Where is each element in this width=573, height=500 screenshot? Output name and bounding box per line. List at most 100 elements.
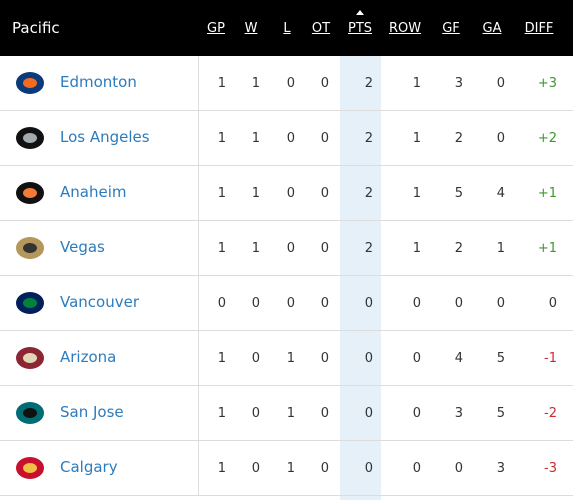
team-name[interactable]: Arizona xyxy=(60,348,117,366)
stat-cell: 1 xyxy=(286,406,295,421)
stat-cell: 2 xyxy=(364,186,373,201)
stat-cell: 1 xyxy=(217,241,226,256)
stat-cell: 2 xyxy=(454,241,463,256)
stat-cell: +2 xyxy=(537,131,557,146)
stat-cell: 0 xyxy=(496,131,505,146)
stat-cell: 3 xyxy=(496,461,505,476)
column-header[interactable]: GA xyxy=(482,21,502,36)
row-divider xyxy=(0,330,573,331)
stat-cell: 1 xyxy=(217,406,226,421)
stat-cell: 2 xyxy=(454,131,463,146)
stat-cell: 0 xyxy=(251,296,260,311)
team-logo xyxy=(14,287,46,319)
stat-cell: 0 xyxy=(412,351,421,366)
stat-cell: 0 xyxy=(320,351,329,366)
stat-cell: 0 xyxy=(286,296,295,311)
team-logo xyxy=(14,397,46,429)
team-logo xyxy=(14,232,46,264)
stat-cell: -1 xyxy=(544,351,557,366)
stat-cell: -3 xyxy=(544,461,557,476)
stat-cell: 0 xyxy=(251,351,260,366)
stat-cell: 4 xyxy=(454,351,463,366)
stat-cell: 0 xyxy=(320,461,329,476)
stat-cell: 1 xyxy=(412,76,421,91)
stat-cell: 4 xyxy=(496,186,505,201)
stat-cell: 0 xyxy=(320,296,329,311)
row-divider xyxy=(0,165,573,166)
column-divider xyxy=(198,56,199,496)
stat-cell: 0 xyxy=(454,296,463,311)
stat-cell: 0 xyxy=(496,296,505,311)
row-divider xyxy=(0,385,573,386)
team-logo xyxy=(14,67,46,99)
team-logo xyxy=(14,122,46,154)
row-divider xyxy=(0,275,573,276)
column-header[interactable]: DIFF xyxy=(524,21,554,36)
team-name[interactable]: San Jose xyxy=(60,403,124,421)
row-divider xyxy=(0,440,573,441)
pts-highlight xyxy=(340,56,381,500)
team-logo xyxy=(14,342,46,374)
stat-cell: 0 xyxy=(320,76,329,91)
stat-cell: 2 xyxy=(364,241,373,256)
division-title: Pacific xyxy=(12,19,60,37)
stat-cell: 0 xyxy=(364,461,373,476)
stat-cell: 3 xyxy=(454,76,463,91)
stat-cell: 1 xyxy=(251,131,260,146)
stat-cell: 0 xyxy=(364,406,373,421)
stat-cell: 0 xyxy=(286,131,295,146)
team-name[interactable]: Edmonton xyxy=(60,73,137,91)
stat-cell: 1 xyxy=(217,461,226,476)
stat-cell: 0 xyxy=(548,296,557,311)
stat-cell: 1 xyxy=(412,241,421,256)
stat-cell: 0 xyxy=(412,296,421,311)
team-name[interactable]: Vancouver xyxy=(60,293,139,311)
header-bar xyxy=(0,0,573,56)
row-divider xyxy=(0,220,573,221)
stat-cell: +1 xyxy=(537,186,557,201)
stat-cell: 1 xyxy=(217,76,226,91)
column-header[interactable]: ROW xyxy=(388,21,422,36)
team-name[interactable]: Calgary xyxy=(60,458,118,476)
team-name[interactable]: Vegas xyxy=(60,238,105,256)
stat-cell: 0 xyxy=(412,406,421,421)
column-header[interactable]: PTS xyxy=(347,21,373,36)
sort-arrow xyxy=(356,10,364,15)
stat-cell: 1 xyxy=(251,186,260,201)
stat-cell: 0 xyxy=(454,461,463,476)
stat-cell: 0 xyxy=(412,461,421,476)
stat-cell: 1 xyxy=(286,351,295,366)
stat-cell: 1 xyxy=(217,131,226,146)
stat-cell: 0 xyxy=(251,406,260,421)
column-header[interactable]: GP xyxy=(207,21,225,36)
stat-cell: 0 xyxy=(320,406,329,421)
stat-cell: 0 xyxy=(217,296,226,311)
stat-cell: 0 xyxy=(286,186,295,201)
stat-cell: 0 xyxy=(251,461,260,476)
stat-cell: -2 xyxy=(544,406,557,421)
stat-cell: 0 xyxy=(286,76,295,91)
stat-cell: 3 xyxy=(454,406,463,421)
stat-cell: 1 xyxy=(412,131,421,146)
stat-cell: 1 xyxy=(412,186,421,201)
stat-cell: 1 xyxy=(217,186,226,201)
team-logo xyxy=(14,177,46,209)
stat-cell: 2 xyxy=(364,76,373,91)
column-header[interactable]: W xyxy=(244,21,258,36)
stat-cell: 0 xyxy=(286,241,295,256)
team-name[interactable]: Los Angeles xyxy=(60,128,150,146)
stat-cell: +3 xyxy=(537,76,557,91)
column-header[interactable]: OT xyxy=(311,21,331,36)
column-header[interactable]: L xyxy=(283,21,291,36)
team-logo xyxy=(14,452,46,484)
stat-cell: 1 xyxy=(286,461,295,476)
row-divider xyxy=(0,110,573,111)
row-divider xyxy=(0,495,573,496)
stat-cell: +1 xyxy=(537,241,557,256)
team-name[interactable]: Anaheim xyxy=(60,183,127,201)
column-header[interactable]: GF xyxy=(442,21,460,36)
stat-cell: 5 xyxy=(454,186,463,201)
stat-cell: 1 xyxy=(217,351,226,366)
stat-cell: 0 xyxy=(364,351,373,366)
